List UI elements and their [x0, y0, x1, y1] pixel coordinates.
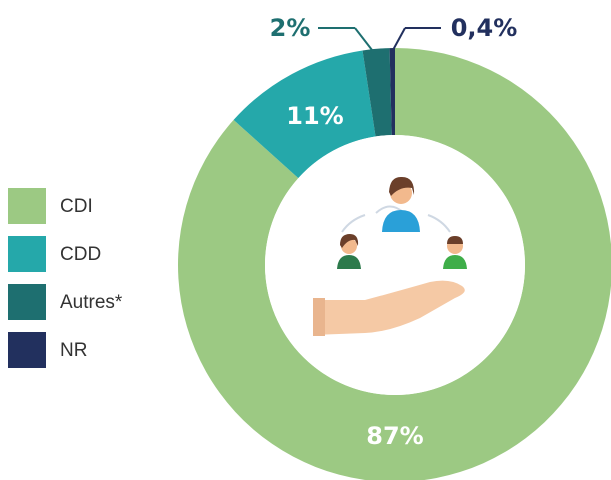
legend-swatch: [8, 236, 46, 272]
legend-swatch: [8, 332, 46, 368]
legend-label: CDD: [60, 244, 101, 265]
leader-line: [393, 28, 405, 50]
data-label: 11%: [286, 102, 343, 130]
legend-label: NR: [60, 340, 87, 361]
legend-swatch: [8, 284, 46, 320]
leader-line: [355, 28, 372, 50]
donut-hole: [265, 135, 525, 395]
legend: CDI CDD Autres* NR: [8, 188, 123, 368]
legend-label: Autres*: [60, 292, 123, 313]
legend-label: CDI: [60, 196, 93, 217]
data-label: 0,4%: [451, 14, 518, 42]
chart: CDI CDD Autres* NR 87% 11% 2% 0,4%: [0, 0, 611, 480]
data-label: 2%: [270, 14, 311, 42]
data-label: 87%: [366, 422, 423, 450]
legend-swatch: [8, 188, 46, 224]
